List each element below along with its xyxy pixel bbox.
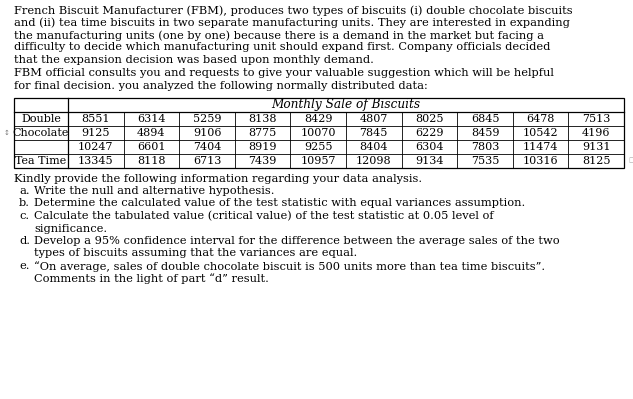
Text: 8459: 8459: [471, 128, 499, 138]
Text: 10316: 10316: [523, 156, 558, 166]
Text: 4196: 4196: [582, 128, 610, 138]
Text: c.: c.: [20, 211, 30, 221]
Text: 6478: 6478: [527, 113, 555, 124]
Text: Monthly Sale of Biscuits: Monthly Sale of Biscuits: [272, 98, 420, 111]
Text: that the expansion decision was based upon monthly demand.: that the expansion decision was based up…: [14, 55, 374, 65]
Text: Double: Double: [21, 113, 61, 124]
Text: 8125: 8125: [582, 156, 610, 166]
Text: difficulty to decide which manufacturing unit should expand first. Company offic: difficulty to decide which manufacturing…: [14, 43, 550, 53]
Text: 7513: 7513: [582, 113, 610, 124]
Text: 10957: 10957: [301, 156, 336, 166]
Text: 5259: 5259: [193, 113, 222, 124]
Text: 9106: 9106: [193, 128, 222, 138]
Text: 7535: 7535: [471, 156, 499, 166]
Text: 8404: 8404: [360, 142, 388, 152]
Text: Write the null and alternative hypothesis.: Write the null and alternative hypothesi…: [34, 186, 275, 196]
Text: 6229: 6229: [415, 128, 444, 138]
Text: “On average, sales of double chocolate biscuit is 500 units more than tea time b: “On average, sales of double chocolate b…: [34, 261, 545, 272]
Text: French Biscuit Manufacturer (FBM), produces two types of biscuits (i) double cho: French Biscuit Manufacturer (FBM), produ…: [14, 5, 573, 16]
Text: 6601: 6601: [137, 142, 166, 152]
Text: 8118: 8118: [137, 156, 166, 166]
Text: 9131: 9131: [582, 142, 610, 152]
Text: types of biscuits assuming that the variances are equal.: types of biscuits assuming that the vari…: [34, 249, 357, 259]
Text: 8919: 8919: [248, 142, 277, 152]
Text: and (ii) tea time biscuits in two separate manufacturing units. They are interes: and (ii) tea time biscuits in two separa…: [14, 18, 570, 28]
Text: 7404: 7404: [193, 142, 221, 152]
Text: 6713: 6713: [193, 156, 221, 166]
Text: 7845: 7845: [360, 128, 388, 138]
Text: 8775: 8775: [249, 128, 277, 138]
Text: for final decision. you analyzed the following normally distributed data:: for final decision. you analyzed the fol…: [14, 81, 428, 91]
Text: Kindly provide the following information regarding your data analysis.: Kindly provide the following information…: [14, 174, 422, 184]
Text: 6845: 6845: [471, 113, 499, 124]
Text: ↕: ↕: [4, 130, 10, 136]
Text: b.: b.: [19, 198, 30, 209]
Text: Tea Time: Tea Time: [15, 156, 66, 166]
Text: 10542: 10542: [523, 128, 558, 138]
Text: a.: a.: [20, 186, 30, 196]
Text: significance.: significance.: [34, 223, 107, 233]
Text: 6304: 6304: [415, 142, 444, 152]
Text: d.: d.: [19, 236, 30, 246]
Text: 9255: 9255: [304, 142, 332, 152]
Text: 8138: 8138: [248, 113, 277, 124]
Text: FBM official consults you and requests to give your valuable suggestion which wi: FBM official consults you and requests t…: [14, 69, 554, 79]
Text: Determine the calculated value of the test statistic with equal variances assump: Determine the calculated value of the te…: [34, 198, 525, 209]
Text: 10070: 10070: [301, 128, 336, 138]
Text: the manufacturing units (one by one) because there is a demand in the market but: the manufacturing units (one by one) bec…: [14, 30, 544, 41]
Text: Comments in the light of part “d” result.: Comments in the light of part “d” result…: [34, 273, 269, 284]
Text: 10247: 10247: [78, 142, 113, 152]
Text: e.: e.: [20, 261, 30, 271]
Text: 11474: 11474: [523, 142, 558, 152]
Bar: [14, 97, 624, 168]
Text: 9125: 9125: [82, 128, 110, 138]
Text: 13345: 13345: [78, 156, 113, 166]
Text: 6314: 6314: [137, 113, 166, 124]
Text: 7803: 7803: [471, 142, 499, 152]
Text: Develop a 95% confidence interval for the difference between the average sales o: Develop a 95% confidence interval for th…: [34, 236, 560, 246]
Text: Chocolate: Chocolate: [13, 128, 69, 138]
Text: 4807: 4807: [360, 113, 388, 124]
Text: Calculate the tabulated value (critical value) of the test statistic at 0.05 lev: Calculate the tabulated value (critical …: [34, 211, 494, 221]
Text: 8025: 8025: [415, 113, 444, 124]
Text: 9134: 9134: [415, 156, 444, 166]
Text: 8429: 8429: [304, 113, 332, 124]
Text: 7439: 7439: [248, 156, 277, 166]
Text: 4894: 4894: [137, 128, 166, 138]
Text: 8551: 8551: [82, 113, 110, 124]
Text: □: □: [628, 158, 633, 164]
Text: 12098: 12098: [356, 156, 392, 166]
